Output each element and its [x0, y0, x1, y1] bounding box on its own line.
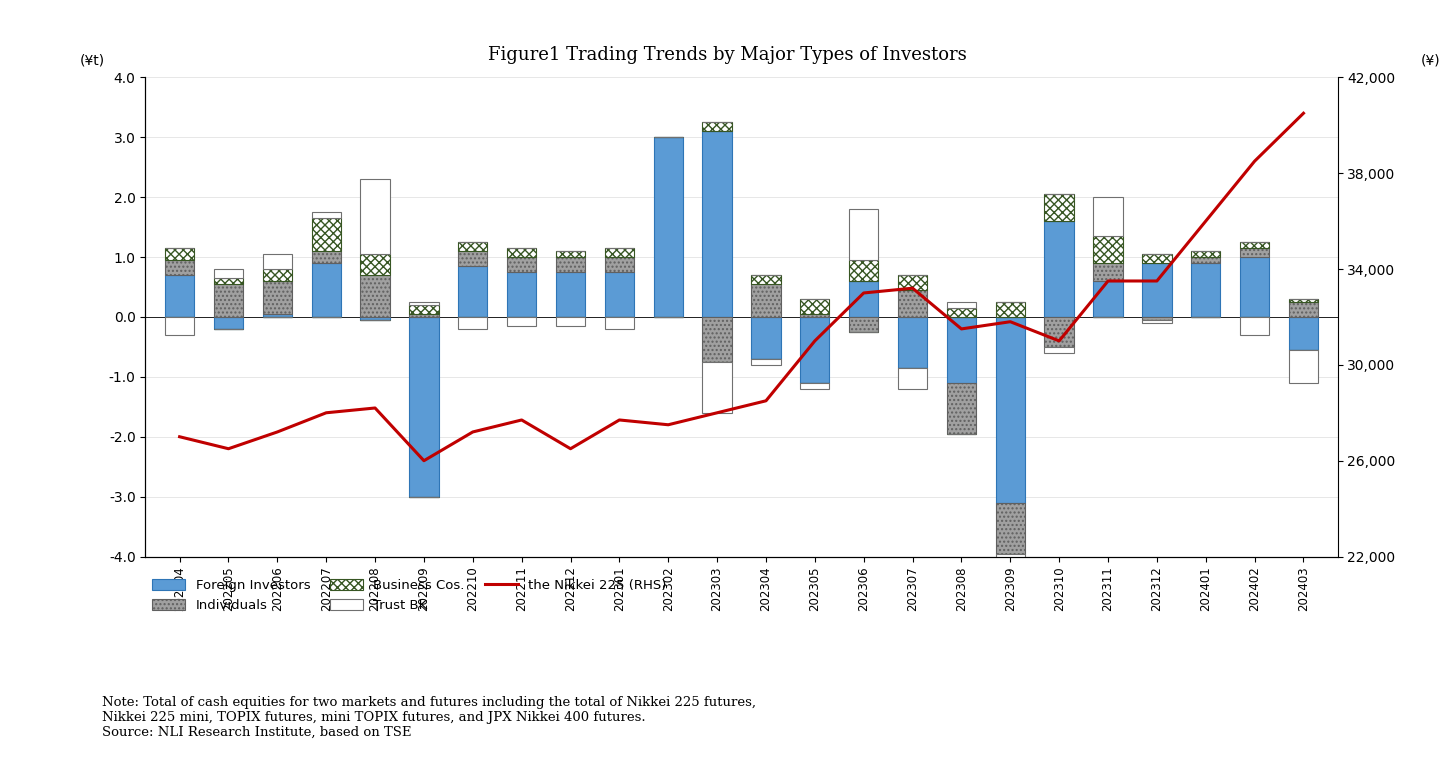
Bar [1191, 251, 1220, 257]
Bar [752, 317, 781, 359]
Legend: Foreign Investors, Individuals, Business Cos., Trust BK, the Nikkei 225 (RHS): Foreign Investors, Individuals, Business… [153, 579, 666, 612]
Bar [409, 317, 439, 496]
Bar [1143, 263, 1172, 317]
Bar [1044, 221, 1075, 317]
Bar [605, 248, 634, 257]
Bar [263, 281, 292, 314]
Bar [702, 131, 731, 317]
Bar [361, 254, 390, 275]
Bar [605, 317, 634, 329]
Text: Figure1 Trading Trends by Major Types of Investors: Figure1 Trading Trends by Major Types of… [487, 46, 967, 64]
Bar [409, 314, 439, 317]
Bar [1143, 320, 1172, 323]
Bar [849, 317, 878, 332]
Bar [1240, 317, 1269, 335]
Bar [164, 248, 195, 260]
Bar [752, 359, 781, 365]
Bar [849, 260, 878, 281]
Bar [947, 317, 976, 383]
Bar [800, 317, 829, 383]
Bar [800, 314, 829, 317]
Bar [899, 275, 928, 290]
Bar [800, 299, 829, 314]
Bar [1191, 263, 1220, 317]
Bar [214, 317, 243, 329]
Bar [899, 317, 928, 368]
Bar [1288, 299, 1319, 302]
Bar [311, 212, 340, 218]
Bar [214, 284, 243, 317]
Bar [311, 218, 340, 251]
Text: (¥): (¥) [1421, 53, 1441, 68]
Bar [947, 308, 976, 317]
Bar [1191, 257, 1220, 263]
Bar [361, 317, 390, 320]
Bar [1288, 317, 1319, 350]
Bar [263, 269, 292, 281]
Bar [1044, 317, 1075, 347]
Bar [555, 251, 585, 257]
Text: Note: Total of cash equities for two markets and futures including the total of : Note: Total of cash equities for two mar… [102, 696, 756, 739]
Bar [605, 257, 634, 272]
Bar [507, 317, 537, 326]
Bar [996, 317, 1025, 502]
Bar [1044, 347, 1075, 352]
Bar [164, 275, 195, 317]
Bar [752, 284, 781, 317]
Bar [311, 251, 340, 263]
Bar [458, 317, 487, 329]
Bar [409, 305, 439, 314]
Bar [1044, 194, 1075, 221]
Bar [702, 317, 731, 362]
Bar [1288, 350, 1319, 383]
Text: (¥t): (¥t) [80, 53, 105, 68]
Bar [849, 281, 878, 317]
Bar [311, 263, 340, 317]
Bar [164, 260, 195, 275]
Bar [361, 275, 390, 317]
Bar [654, 137, 683, 317]
Bar [996, 502, 1025, 553]
Bar [164, 317, 195, 335]
Bar [702, 362, 731, 413]
Bar [555, 317, 585, 326]
Bar [1093, 281, 1122, 317]
Bar [458, 266, 487, 317]
Bar [1288, 302, 1319, 317]
Bar [1093, 197, 1122, 236]
Bar [899, 368, 928, 389]
Bar [1143, 317, 1172, 320]
Bar [507, 257, 537, 272]
Bar [555, 272, 585, 317]
Bar [361, 179, 390, 254]
Bar [996, 553, 1025, 557]
Bar [1093, 236, 1122, 263]
Bar [800, 383, 829, 389]
Bar [409, 302, 439, 305]
Bar [458, 251, 487, 266]
Bar [507, 272, 537, 317]
Bar [263, 254, 292, 269]
Bar [1143, 254, 1172, 263]
Bar [996, 302, 1025, 317]
Bar [702, 122, 731, 131]
Bar [214, 278, 243, 284]
Bar [1240, 248, 1269, 257]
Bar [849, 209, 878, 260]
Bar [605, 272, 634, 317]
Bar [263, 314, 292, 317]
Bar [1240, 242, 1269, 248]
Bar [507, 248, 537, 257]
Bar [1240, 257, 1269, 317]
Bar [1093, 263, 1122, 281]
Bar [752, 275, 781, 284]
Bar [947, 302, 976, 308]
Bar [458, 242, 487, 251]
Bar [555, 257, 585, 272]
Bar [899, 290, 928, 317]
Bar [214, 269, 243, 278]
Bar [947, 383, 976, 434]
